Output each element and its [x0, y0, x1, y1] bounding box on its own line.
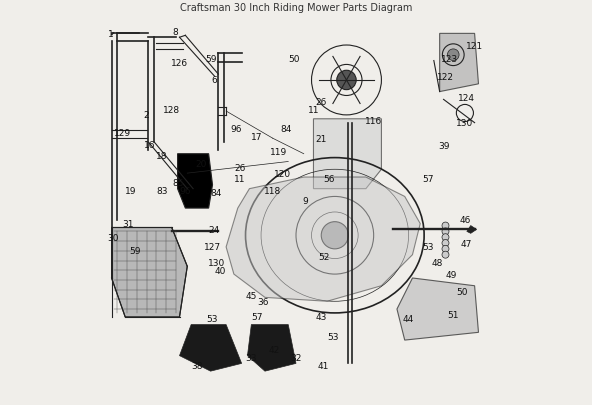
Text: 85: 85: [173, 179, 184, 188]
Text: 30: 30: [107, 233, 118, 242]
Text: 43: 43: [316, 313, 327, 322]
Text: 45: 45: [246, 291, 257, 300]
Text: 40: 40: [214, 266, 226, 275]
Text: 11: 11: [234, 175, 246, 184]
Text: 32: 32: [290, 353, 302, 362]
Text: 19: 19: [126, 187, 137, 196]
Text: 120: 120: [274, 169, 291, 178]
Text: 123: 123: [441, 55, 458, 64]
Text: 2: 2: [144, 111, 149, 120]
Polygon shape: [179, 325, 242, 371]
Text: 57: 57: [422, 175, 434, 184]
Text: 84: 84: [281, 125, 292, 134]
Text: 130: 130: [208, 258, 225, 267]
Text: 84: 84: [211, 189, 222, 198]
Text: 51: 51: [448, 311, 459, 320]
Text: 24: 24: [209, 225, 220, 234]
Text: 49: 49: [446, 270, 457, 279]
Polygon shape: [226, 177, 420, 302]
Text: 17: 17: [252, 132, 263, 141]
Text: 116: 116: [365, 117, 382, 126]
Text: 18: 18: [156, 152, 168, 161]
Text: 130: 130: [456, 119, 474, 128]
Text: 8: 8: [173, 28, 179, 37]
Text: 129: 129: [114, 128, 131, 138]
Circle shape: [337, 71, 356, 90]
Polygon shape: [111, 228, 187, 317]
Text: 26: 26: [316, 98, 327, 107]
Text: 96: 96: [230, 125, 242, 134]
Polygon shape: [314, 119, 381, 189]
Circle shape: [442, 252, 449, 258]
Text: 47: 47: [461, 239, 472, 248]
Text: 6: 6: [211, 76, 217, 85]
Text: 11: 11: [308, 105, 319, 114]
Text: 52: 52: [318, 252, 330, 262]
Polygon shape: [178, 154, 213, 209]
Text: 39: 39: [438, 142, 449, 151]
Polygon shape: [397, 278, 478, 340]
Text: 20: 20: [195, 160, 207, 168]
Text: 53: 53: [422, 243, 434, 252]
Text: 96: 96: [179, 187, 191, 196]
Text: 121: 121: [466, 41, 483, 50]
Circle shape: [442, 246, 449, 253]
Text: 127: 127: [204, 243, 221, 252]
Text: 1: 1: [108, 30, 113, 39]
Polygon shape: [247, 325, 296, 371]
Circle shape: [448, 50, 459, 62]
Text: 122: 122: [437, 72, 454, 81]
Text: 36: 36: [258, 297, 269, 306]
Text: 118: 118: [264, 187, 281, 196]
Text: 126: 126: [171, 59, 188, 68]
Text: 59: 59: [129, 247, 141, 256]
Text: 31: 31: [123, 220, 134, 228]
Circle shape: [442, 240, 449, 247]
Text: 124: 124: [458, 94, 475, 103]
Text: 53: 53: [327, 332, 339, 341]
Text: 26: 26: [234, 163, 246, 173]
Text: 41: 41: [317, 361, 329, 370]
Text: 42: 42: [269, 345, 280, 354]
Text: 46: 46: [459, 216, 471, 225]
Polygon shape: [467, 226, 477, 234]
Text: 83: 83: [156, 187, 168, 196]
Circle shape: [321, 222, 349, 249]
Text: 44: 44: [403, 314, 414, 324]
Text: 21: 21: [316, 134, 327, 143]
Circle shape: [442, 234, 449, 241]
Text: 128: 128: [163, 105, 181, 114]
Circle shape: [442, 228, 449, 235]
Text: 50: 50: [456, 288, 468, 296]
Text: 16: 16: [144, 140, 155, 149]
Text: 57: 57: [252, 313, 263, 322]
Text: 119: 119: [270, 148, 287, 157]
Text: 33: 33: [246, 353, 257, 362]
Title: Craftsman 30 Inch Riding Mower Parts Diagram: Craftsman 30 Inch Riding Mower Parts Dia…: [180, 3, 412, 13]
Text: 56: 56: [323, 175, 334, 184]
Text: 53: 53: [207, 314, 218, 324]
Circle shape: [442, 222, 449, 230]
Polygon shape: [440, 34, 478, 92]
Text: 9: 9: [303, 196, 308, 205]
Text: 38: 38: [191, 361, 202, 370]
Text: 50: 50: [288, 55, 300, 64]
Text: 48: 48: [432, 258, 443, 267]
Text: 59: 59: [205, 55, 216, 64]
